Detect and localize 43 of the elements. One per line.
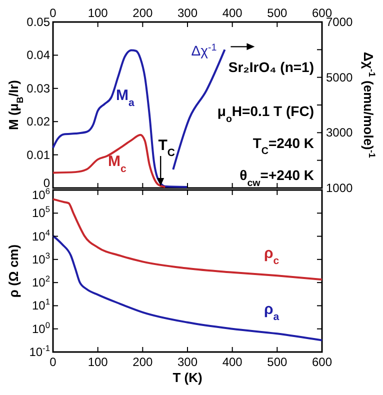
line-series — [52, 234, 323, 342]
x-tick-label: 300 — [177, 6, 198, 20]
series-label: M$_{a}$ — [116, 87, 134, 109]
x-tick-label: 200 — [132, 355, 153, 369]
series-label: ρ$_{a}$ — [264, 301, 280, 323]
x-tick-label: 500 — [267, 6, 288, 20]
annotation: T$_{C}$=240 K — [252, 135, 314, 156]
y-tick-label: 10$^{0}$ — [32, 320, 50, 336]
y-tick-label: 0.01 — [26, 148, 50, 162]
annotation: T$_{C}$ — [158, 137, 176, 159]
y-tick-label: 10$^{2}$ — [32, 274, 50, 290]
x-tick-label: 100 — [88, 6, 108, 20]
y2-tick-label: 1000 — [326, 181, 354, 195]
line-series — [52, 134, 166, 188]
x-tick-label: 200 — [132, 6, 153, 20]
x-axis-title: T (K) — [172, 370, 202, 385]
y-tick-label: 0.05 — [26, 15, 50, 29]
line-series — [52, 198, 323, 281]
y-tick-label: 10$^{6}$ — [32, 186, 50, 202]
y-tick-label: 0.02 — [26, 114, 50, 129]
series-label: ρ$_{c}$ — [264, 245, 280, 267]
y2-tick-label: 5000 — [326, 70, 354, 84]
y-tick-label: 10$^{5}$ — [32, 204, 50, 220]
y-tick-label: 0.03 — [26, 81, 50, 96]
line-series — [52, 49, 188, 188]
y-tick-label: 0.04 — [26, 48, 50, 62]
x-tick-label: 400 — [222, 355, 243, 369]
x-tick-label: 400 — [222, 6, 243, 20]
x-tick-label: 300 — [177, 355, 198, 369]
y-tick-label: 10$^{1}$ — [32, 296, 50, 313]
annotation: Sr₂IrO₄ (n=1) — [228, 59, 314, 75]
x-tick-label: 100 — [88, 355, 108, 369]
series-label: Δχ$^{-1}$ — [191, 42, 217, 59]
y2-tick-label: 3000 — [326, 126, 354, 140]
y-tick-label: 10$^{3}$ — [32, 250, 50, 266]
annotation: μ$_{o}$H=0.1 T (FC) — [217, 103, 314, 124]
y-tick-label: 10$^{-1}$ — [29, 343, 50, 359]
x-tick-label: 600 — [312, 355, 332, 369]
annotation: θ$_{cw}$=+240 K — [240, 167, 314, 188]
y-axis-title: ρ (Ω cm) — [6, 244, 21, 298]
y-tick-label: 10$^{4}$ — [32, 227, 50, 244]
x-tick-label: 500 — [267, 355, 288, 369]
series-label: M$_{c}$ — [108, 153, 126, 175]
